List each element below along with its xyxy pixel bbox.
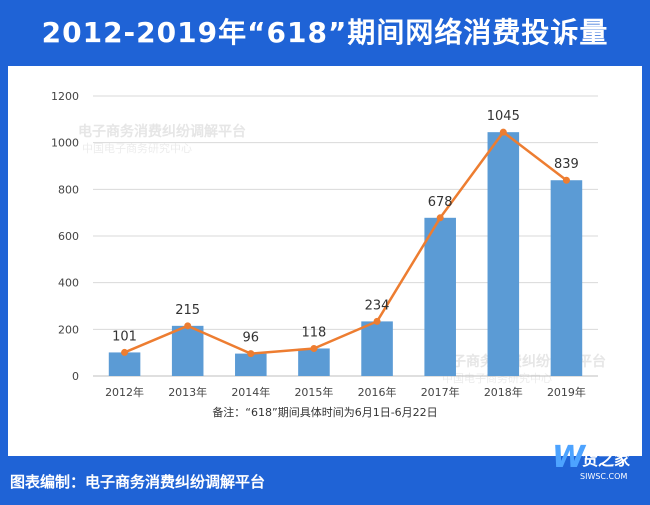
x-tick-label: 2019年 bbox=[547, 385, 586, 399]
svg-text:W: W bbox=[552, 440, 587, 475]
data-label: 101 bbox=[112, 329, 137, 344]
x-axis-ticks: 2012年 2013年 2014年 2015年 2016年 2017年 2018年 2019年 bbox=[105, 385, 586, 399]
watermark-subtext: 中国电子商务研究中心 bbox=[82, 141, 192, 155]
x-tick-label: 2018年 bbox=[484, 385, 523, 399]
watermark-text: 电子商务消费纠纷调解平台 bbox=[78, 123, 246, 140]
data-label: 678 bbox=[428, 195, 453, 210]
bar bbox=[108, 352, 141, 376]
chart-note: 备注：“618”期间具体时间为6月1日-6月22日 bbox=[212, 405, 437, 419]
data-label: 96 bbox=[243, 331, 260, 346]
y-tick-label: 0 bbox=[72, 370, 79, 383]
line-point bbox=[499, 128, 507, 136]
line-series bbox=[121, 128, 570, 358]
footer-banner: 图表编制：电子商务消费纠纷调解平台 bbox=[0, 456, 650, 505]
watermark-subtext: 中国电子商务研究中心 bbox=[442, 371, 552, 385]
watermark: 电子商务消费纠纷调解平台中国电子商务研究中心电子商务消费纠纷调解平台中国电子商务… bbox=[78, 123, 606, 385]
x-tick-label: 2013年 bbox=[168, 385, 207, 399]
x-tick-label: 2014年 bbox=[231, 385, 270, 399]
bar-series bbox=[108, 132, 583, 376]
x-tick-label: 2015年 bbox=[294, 385, 333, 399]
y-tick-label: 1000 bbox=[51, 137, 79, 150]
data-label: 234 bbox=[365, 298, 390, 313]
bar bbox=[298, 348, 330, 376]
line-point bbox=[184, 322, 192, 330]
data-label: 839 bbox=[554, 157, 579, 172]
line-point bbox=[121, 348, 129, 356]
x-tick-label: 2012年 bbox=[105, 385, 144, 399]
line-point bbox=[310, 344, 318, 352]
bar bbox=[550, 180, 583, 376]
brand-logo: W 货之家 SIWSC.COM bbox=[552, 440, 631, 481]
line-point bbox=[373, 317, 381, 325]
data-label: 118 bbox=[302, 325, 327, 340]
bar bbox=[171, 325, 204, 376]
title-banner: 2012-2019年“618”期间网络消费投诉量 bbox=[0, 0, 650, 62]
bar bbox=[424, 217, 456, 376]
bar bbox=[235, 353, 267, 376]
footer-credit: 图表编制：电子商务消费纠纷调解平台 bbox=[10, 473, 266, 491]
chart-title: 2012-2019年“618”期间网络消费投诉量 bbox=[41, 16, 609, 49]
y-axis-ticks: 0 200 400 600 800 1000 1200 bbox=[51, 90, 79, 383]
y-tick-label: 800 bbox=[58, 183, 79, 196]
logo-url: SIWSC.COM bbox=[580, 472, 627, 481]
chart-panel: 电子商务消费纠纷调解平台 中国电子商务研究中心 电子商务消费纠纷调解平台 中国电子商务… bbox=[8, 66, 642, 456]
logo-text: 货之家 bbox=[582, 450, 631, 469]
data-labels: 101 215 96 118 234 678 1045 839 bbox=[112, 109, 579, 345]
line-point bbox=[562, 176, 570, 184]
x-tick-label: 2017年 bbox=[421, 385, 460, 399]
bar bbox=[361, 321, 393, 376]
y-tick-label: 1200 bbox=[51, 90, 79, 103]
line-point bbox=[436, 214, 444, 222]
data-label: 1045 bbox=[487, 109, 520, 124]
line-point bbox=[247, 350, 255, 358]
chart-svg: 电子商务消费纠纷调解平台中国电子商务研究中心电子商务消费纠纷调解平台中国电子商务… bbox=[51, 90, 606, 419]
trend-line bbox=[124, 130, 568, 355]
bar bbox=[487, 132, 520, 376]
x-tick-label: 2016年 bbox=[358, 385, 397, 399]
y-tick-label: 400 bbox=[58, 277, 79, 290]
y-tick-label: 600 bbox=[58, 230, 79, 243]
data-label: 215 bbox=[175, 303, 200, 318]
y-tick-label: 200 bbox=[58, 323, 79, 336]
